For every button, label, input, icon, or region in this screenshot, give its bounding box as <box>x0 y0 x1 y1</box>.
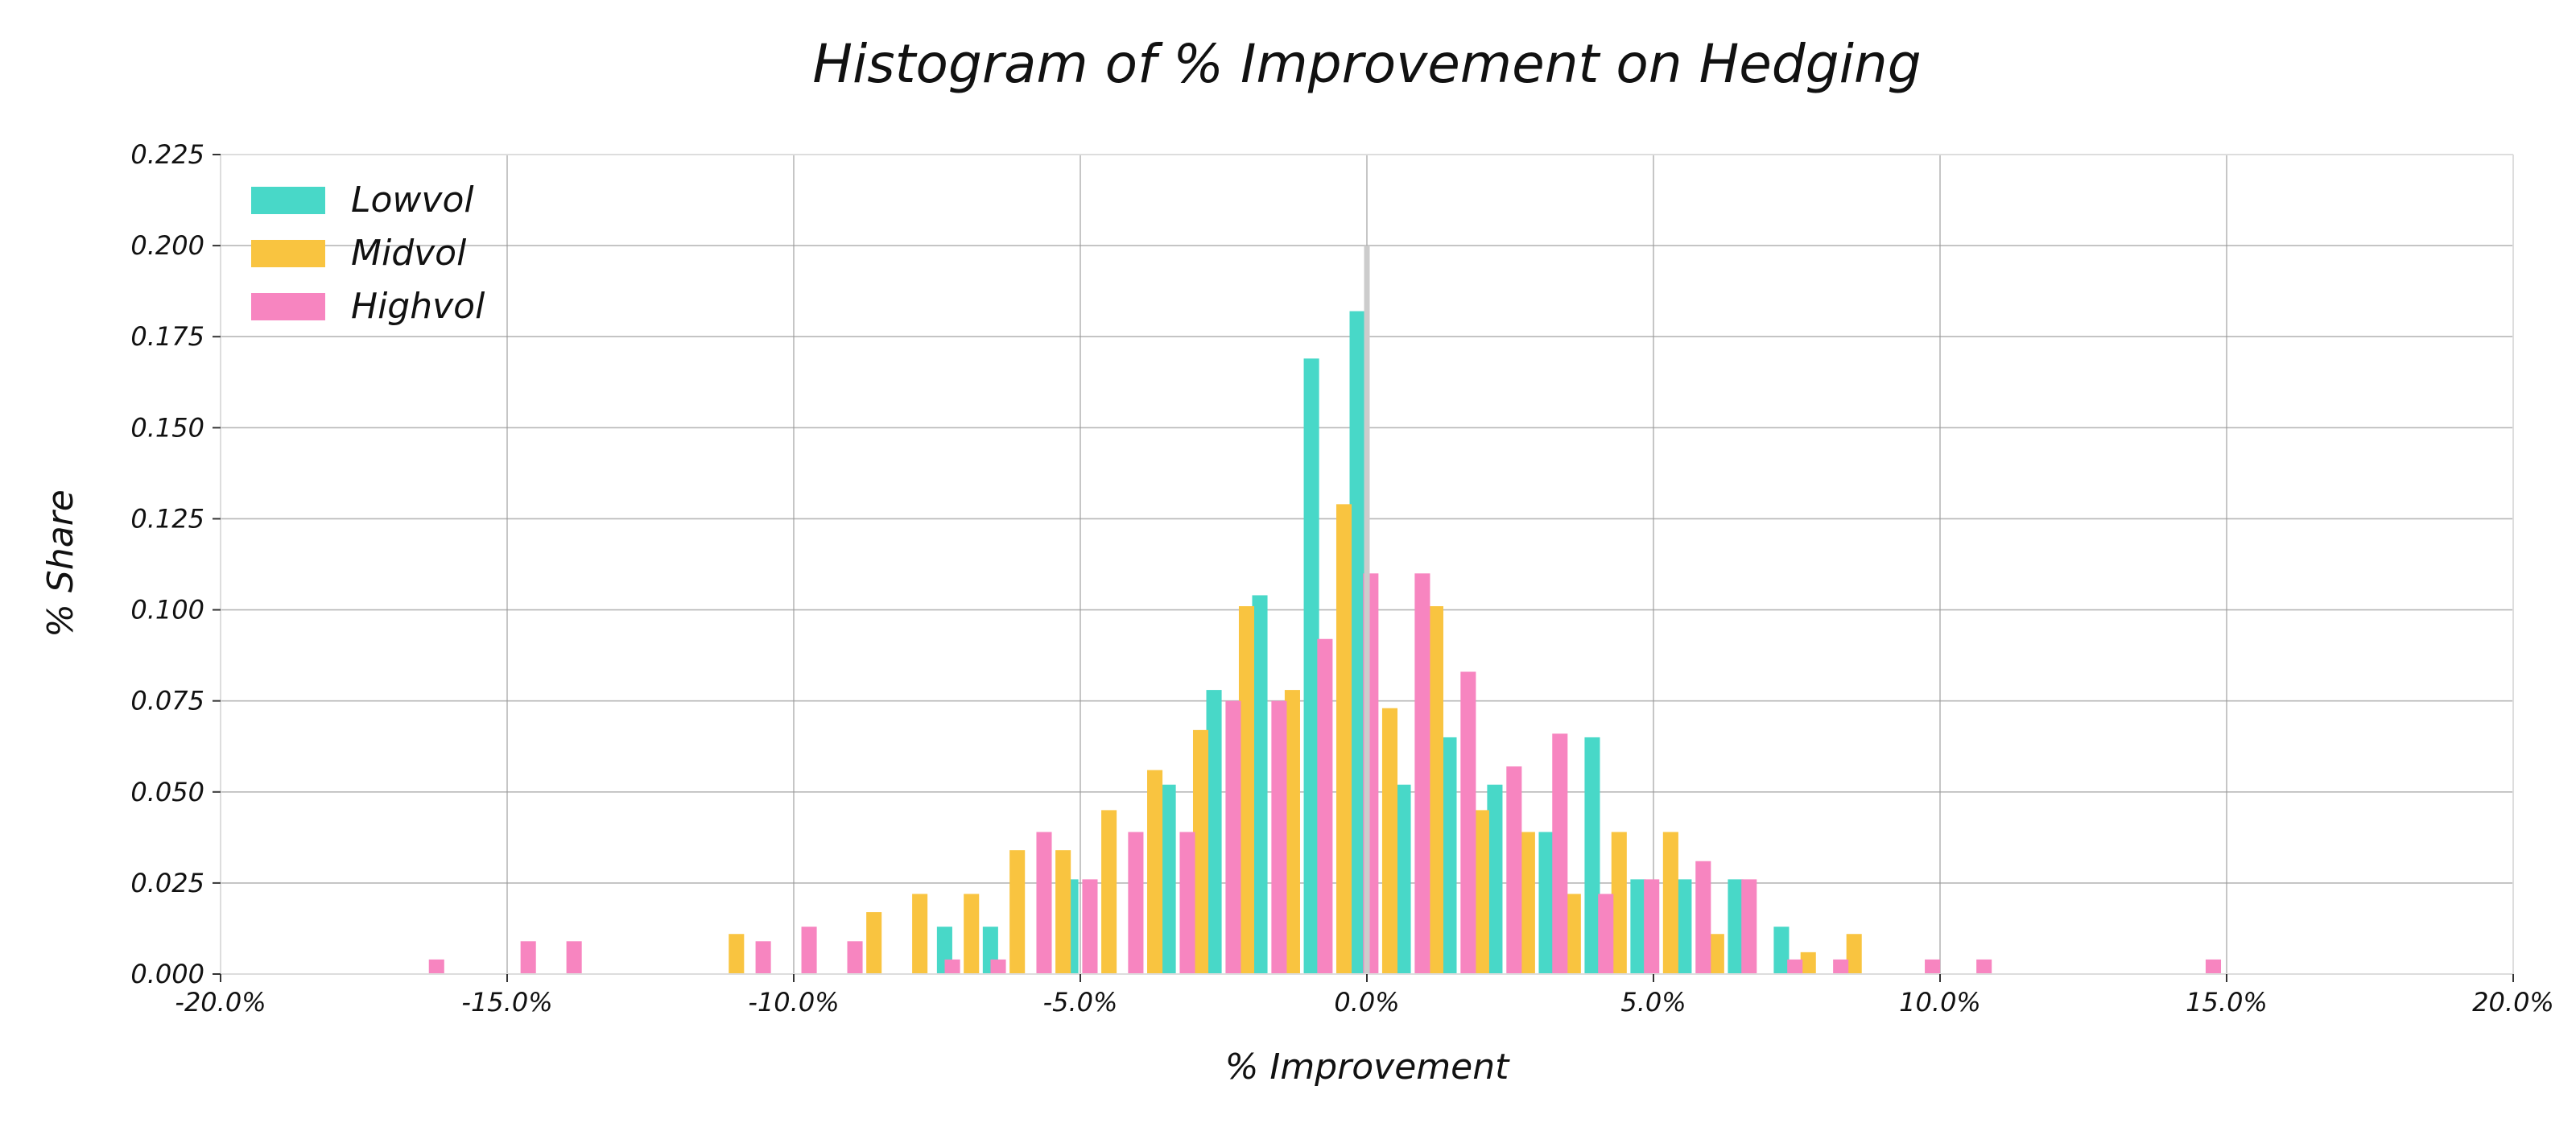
legend-label-lowvol: Lowvol <box>351 180 474 221</box>
x-tick-label: 15.0% <box>2186 987 2268 1018</box>
bars <box>428 311 2222 974</box>
bar-highvol <box>1460 671 1476 974</box>
y-axis-label: % Share <box>40 489 81 638</box>
bar-highvol <box>1082 879 1098 974</box>
bar-midvol <box>1611 832 1627 974</box>
bar-highvol <box>1128 832 1144 974</box>
bar-highvol <box>1414 573 1430 974</box>
bar-highvol <box>1741 879 1757 974</box>
bar-highvol <box>944 959 960 974</box>
bar-lowvol <box>1630 879 1646 974</box>
legend-swatch-lowvol <box>251 187 325 214</box>
bar-midvol <box>1192 729 1209 974</box>
bar-midvol <box>1427 606 1443 974</box>
bar-midvol <box>1381 708 1398 974</box>
bar-lowvol <box>1441 737 1457 974</box>
bar-highvol <box>1225 700 1241 974</box>
bar-lowvol <box>1487 784 1503 974</box>
legend: Lowvol Midvol Highvol <box>251 180 485 327</box>
bar-midvol <box>1335 504 1352 974</box>
bar-highvol <box>428 959 444 974</box>
y-tick-label: 0.125 <box>130 503 204 534</box>
bar-midvol <box>1565 894 1581 974</box>
bar-midvol <box>1238 606 1255 974</box>
bar-highvol <box>1271 700 1287 974</box>
x-tick-label: 20.0% <box>2472 987 2554 1018</box>
bar-midvol <box>1708 934 1724 974</box>
y-tick-label: 0.050 <box>130 777 204 807</box>
bar-midvol <box>1284 690 1300 974</box>
x-tick-label: -5.0% <box>1043 987 1118 1018</box>
bar-highvol <box>1036 832 1052 974</box>
bar-midvol <box>1147 770 1163 974</box>
bar-lowvol <box>1303 358 1319 974</box>
bar-highvol <box>1317 638 1333 974</box>
bar-midvol <box>912 894 928 974</box>
bar-lowvol <box>1584 737 1600 974</box>
bar-lowvol <box>1676 879 1692 974</box>
bar-highvol <box>755 941 771 974</box>
bar-lowvol <box>1349 311 1365 974</box>
bar-highvol <box>566 941 582 974</box>
y-tick-label: 0.000 <box>130 959 204 989</box>
bar-highvol <box>847 941 863 974</box>
bar-midvol <box>1055 850 1071 974</box>
x-axis-ticks: -20.0% -15.0% -10.0% -5.0% 0.0% 5.0% 10.0% 15.0… <box>175 974 2554 1018</box>
x-axis-label: % Improvement <box>1225 1046 1511 1088</box>
legend-label-midvol: Midvol <box>351 233 467 274</box>
y-tick-label: 0.200 <box>130 230 204 261</box>
bar-highvol <box>990 959 1006 974</box>
bar-midvol <box>1662 832 1678 974</box>
bar-highvol <box>1552 733 1568 974</box>
x-tick-label: 10.0% <box>1899 987 1981 1018</box>
bar-midvol <box>1009 850 1026 974</box>
y-tick-label: 0.075 <box>130 686 204 716</box>
bar-midvol <box>1473 810 1489 974</box>
bar-lowvol <box>1538 832 1554 974</box>
y-tick-label: 0.175 <box>130 321 204 352</box>
bar-lowvol <box>1160 784 1176 974</box>
bar-midvol <box>729 934 745 974</box>
bar-lowvol <box>1206 690 1222 974</box>
bar-lowvol <box>1773 927 1790 974</box>
bar-highvol <box>1695 861 1711 974</box>
bar-highvol <box>1644 879 1660 974</box>
y-tick-label: 0.100 <box>130 595 204 625</box>
bar-highvol <box>520 941 536 974</box>
bar-highvol <box>2205 959 2222 974</box>
bar-midvol <box>964 894 980 974</box>
bar-highvol <box>1506 766 1522 974</box>
bar-midvol <box>1519 832 1535 974</box>
bar-midvol <box>1101 810 1117 974</box>
chart-title: Histogram of % Improvement on Hedging <box>812 33 1921 95</box>
bar-highvol <box>1925 959 1941 974</box>
y-tick-label: 0.225 <box>130 139 204 170</box>
legend-swatch-highvol <box>251 293 325 320</box>
bar-highvol <box>1179 832 1195 974</box>
bar-highvol <box>1833 959 1849 974</box>
bar-highvol <box>801 927 817 974</box>
y-tick-label: 0.025 <box>130 868 204 898</box>
bar-lowvol <box>1252 595 1268 974</box>
legend-label-highvol: Highvol <box>351 286 485 327</box>
x-tick-label: -20.0% <box>175 987 266 1018</box>
x-tick-label: 5.0% <box>1620 987 1686 1018</box>
x-tick-label: -10.0% <box>748 987 839 1018</box>
legend-swatch-midvol <box>251 240 325 267</box>
bar-midvol <box>1846 934 1862 974</box>
bar-highvol <box>1976 959 1992 974</box>
bar-highvol <box>1598 894 1614 974</box>
bar-lowvol <box>1728 879 1744 974</box>
bar-lowvol <box>1395 784 1411 974</box>
y-axis-ticks: 0.000 0.025 0.050 0.075 0.100 0.125 0.150 0.175… <box>130 139 221 989</box>
y-tick-label: 0.150 <box>130 412 204 443</box>
bar-midvol <box>866 912 882 974</box>
bar-highvol <box>1787 959 1803 974</box>
x-tick-label: -15.0% <box>461 987 552 1018</box>
x-tick-label: 0.0% <box>1334 987 1399 1018</box>
bar-midvol <box>1800 952 1816 974</box>
